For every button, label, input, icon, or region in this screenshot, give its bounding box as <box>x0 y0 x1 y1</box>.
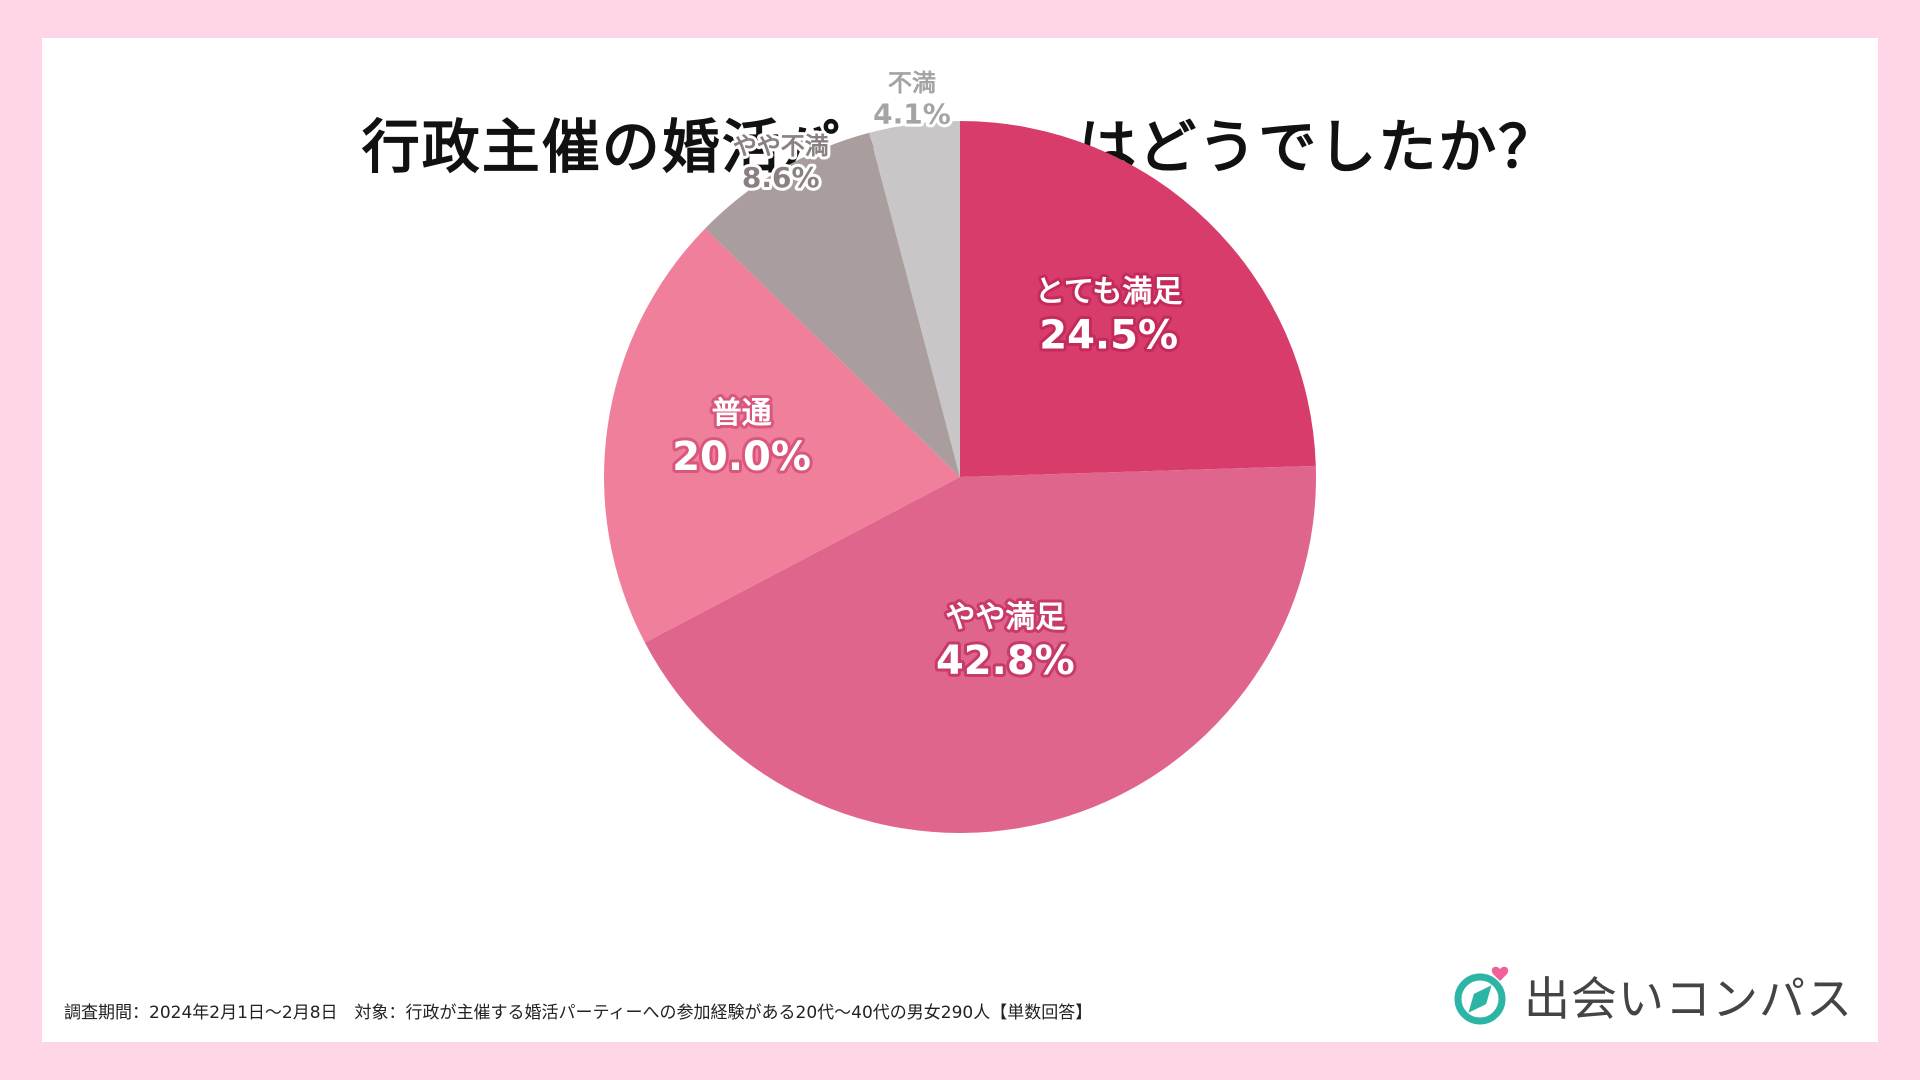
slice-label-value: 4.1% <box>873 98 951 131</box>
slice-label-name: やや不満 <box>733 132 829 160</box>
slice-label-value: 24.5% <box>1039 312 1178 358</box>
pie-slice <box>705 132 960 477</box>
survey-footnote: 調査期間：2024年2月1日〜2月8日 対象：行政が主催する婚活パーティーへの参… <box>64 1003 1093 1023</box>
slice-label-name: とても満足 <box>1035 275 1183 310</box>
slice-label-value: 8.6% <box>742 161 820 194</box>
slice-label-name: 不満 <box>888 69 936 97</box>
chart-card: 行政主催の婚活パーティーはどうでしたか？ とても満足24.5%やや満足42.8%… <box>42 38 1878 1042</box>
brand-name: 出会いコンパス <box>1524 972 1853 1026</box>
slice-label-value: 42.8% <box>936 638 1075 684</box>
pie-slice <box>960 121 1316 477</box>
pie-slice <box>869 121 960 477</box>
brand-logo-block: 出会いコンパス <box>1452 963 1853 1029</box>
pie-slice <box>644 465 1317 834</box>
pie-slice <box>603 228 960 643</box>
compass-heart-icon <box>1454 966 1509 1025</box>
slice-label-value: 20.0% <box>672 434 811 480</box>
slice-label-name: 普通 <box>712 396 772 431</box>
slice-label-name: やや満足 <box>945 600 1065 635</box>
